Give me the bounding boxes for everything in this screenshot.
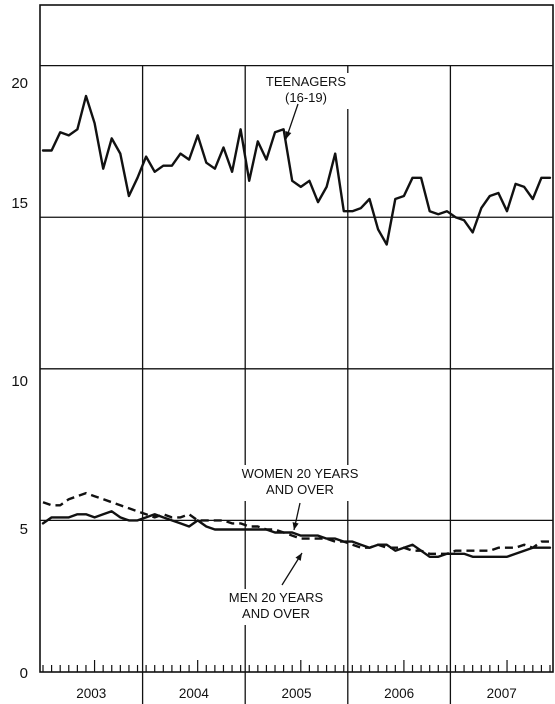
label-teenagers-line-1: TEENAGERS xyxy=(266,74,347,89)
series-line-women-20-and-over xyxy=(41,510,552,558)
x-tick-label-2003: 2003 xyxy=(76,686,106,701)
y-tick-label-5: 5 xyxy=(20,521,28,538)
y-tick-label-10: 10 xyxy=(11,373,28,390)
label-teenagers-line-2: (16-19) xyxy=(285,90,327,105)
label-men-line-2: AND OVER xyxy=(242,606,310,621)
x-tick-label-2004: 2004 xyxy=(179,686,210,701)
label-men-line-1: MEN 20 YEARS xyxy=(229,590,324,605)
label-women-bg xyxy=(239,465,361,501)
plot-frame xyxy=(39,4,554,673)
y-tick-label-15: 15 xyxy=(11,195,28,212)
x-tick-label-2005: 2005 xyxy=(281,686,311,701)
series-line-men-20-and-over xyxy=(42,491,550,555)
x-axis: 2003 2004 2005 2006 2007 xyxy=(42,660,551,701)
x-tick-label-2006: 2006 xyxy=(384,686,414,701)
label-women-line-1: WOMEN 20 YEARS xyxy=(242,466,359,481)
arrow-teenagers-head xyxy=(285,131,292,139)
x-tick-label-2007: 2007 xyxy=(487,686,517,701)
series-line-teenagers xyxy=(41,94,552,246)
label-teenagers-bg xyxy=(248,73,364,109)
grid-layer xyxy=(39,4,554,704)
arrow-women-head xyxy=(292,522,299,530)
y-tick-label-20: 20 xyxy=(11,75,28,92)
label-women-line-2: AND OVER xyxy=(266,482,334,497)
label-men-bg xyxy=(221,589,331,625)
y-tick-label-0: 0 xyxy=(20,665,28,682)
arrow-men-head xyxy=(295,553,302,561)
series-layer xyxy=(41,94,552,558)
